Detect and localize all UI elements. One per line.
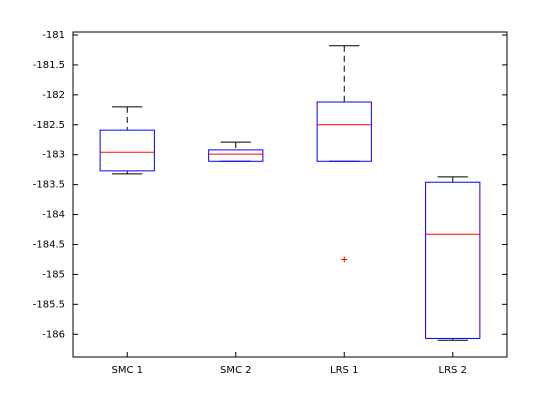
y-tick-label: -183 (42, 150, 65, 161)
y-tick-label: -182 (42, 90, 65, 101)
x-tick-label: SMC 2 (220, 365, 252, 376)
y-tick-label: -181.5 (33, 60, 65, 71)
plot-area (72, 31, 508, 358)
x-tick-label: SMC 1 (112, 365, 144, 376)
y-tick-label: -184.5 (33, 239, 65, 250)
y-tick-label: -181 (42, 30, 65, 41)
box (425, 181, 481, 339)
box (316, 101, 372, 162)
x-tick-label: LRS 1 (330, 365, 358, 376)
x-tick-label: LRS 2 (439, 365, 467, 376)
y-tick-label: -184 (42, 210, 65, 221)
y-tick-label: -185.5 (33, 299, 65, 310)
box (208, 149, 264, 162)
y-tick-label: -183.5 (33, 180, 65, 191)
box (99, 129, 155, 172)
y-tick-label: -185 (42, 269, 65, 280)
y-tick-label: -182.5 (33, 120, 65, 131)
outlier (341, 256, 348, 263)
y-tick-label: -186 (42, 329, 65, 340)
